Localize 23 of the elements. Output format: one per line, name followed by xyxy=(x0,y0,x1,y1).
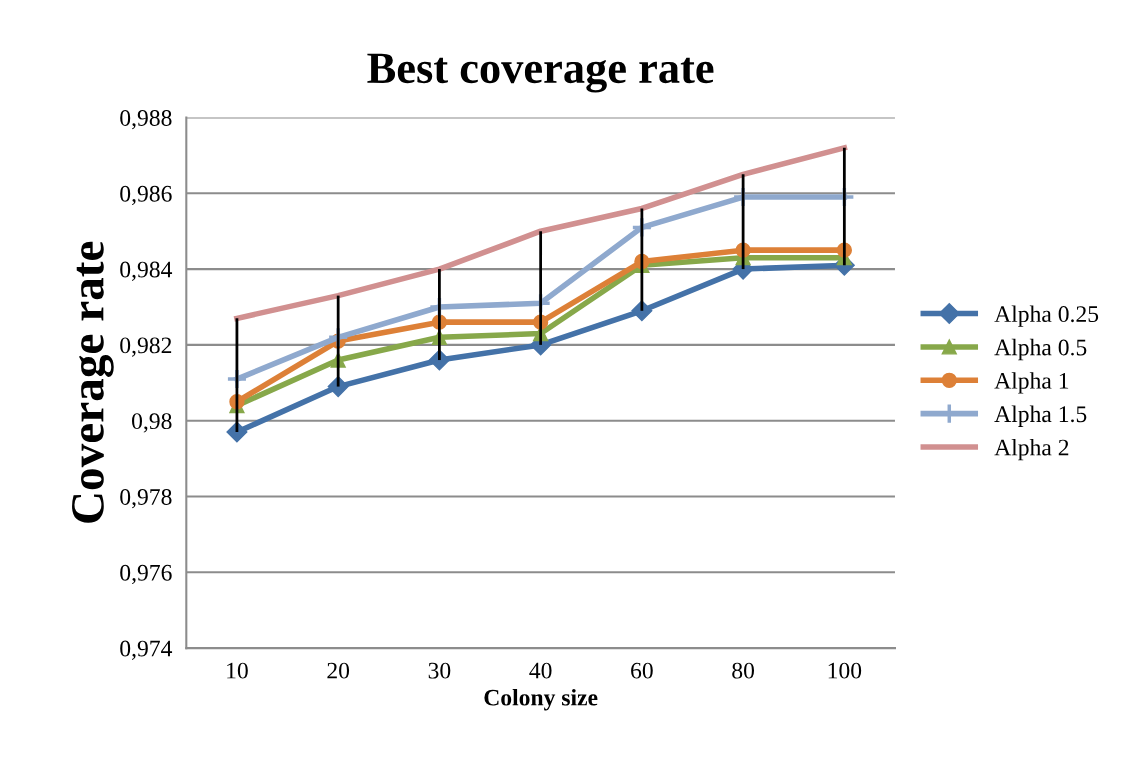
x-tick-label: 40 xyxy=(529,662,552,679)
y-axis-title: Coverage rate xyxy=(72,241,114,523)
chart-title: Best coverage rate xyxy=(367,53,714,93)
x-tick-label: 30 xyxy=(428,662,451,679)
y-tick-label: 0,98 xyxy=(132,413,172,433)
y-tick-label: 0,982 xyxy=(120,337,172,357)
legend-label: Alpha 0.5 xyxy=(994,338,1087,361)
x-tick-label: 20 xyxy=(327,662,350,679)
y-tick-label: 0,978 xyxy=(120,488,172,509)
x-tick-label: 100 xyxy=(828,662,862,679)
legend-label: Alpha 1 xyxy=(994,372,1069,394)
y-tick-label: 0,976 xyxy=(120,564,172,585)
x-axis-title: Colony size xyxy=(484,688,598,711)
legend-label: Alpha 1.5 xyxy=(994,405,1087,427)
y-tick-label: 0,986 xyxy=(120,185,172,206)
y-tick-label: 0,984 xyxy=(120,261,173,281)
y-tick-label: 0,974 xyxy=(120,640,173,660)
x-tick-label: 10 xyxy=(227,662,248,679)
x-tick-label: 80 xyxy=(732,662,755,679)
legend-label: Alpha 2 xyxy=(994,438,1069,461)
x-tick-label: 60 xyxy=(631,662,653,679)
y-tick-label: 0,988 xyxy=(120,109,172,130)
legend-label: Alpha 0.25 xyxy=(994,305,1099,327)
